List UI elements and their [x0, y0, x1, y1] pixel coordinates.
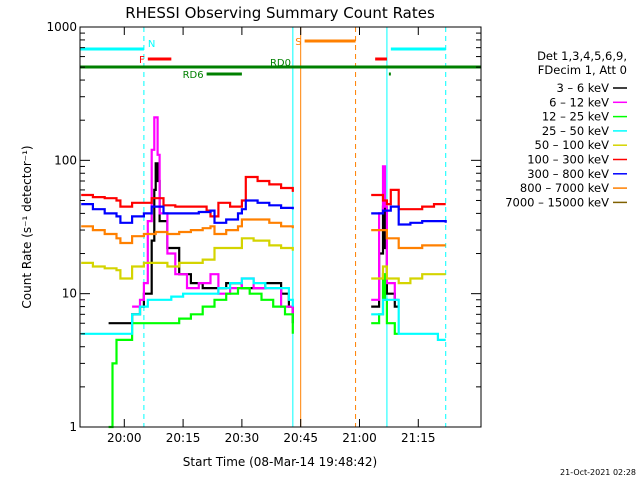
x-tick-label-20-00: 20:00: [107, 431, 142, 445]
axes: 20:00 20:15 20:30 20:45 21:00 21:15 1 10 100 1000: [46, 20, 481, 445]
flag-label-n: N: [148, 39, 155, 50]
plot-area: N S F RD0 RD6: [80, 27, 481, 429]
series-line-6-12-kev-1: [371, 165, 399, 301]
series-line-25-50-kev-1: [371, 298, 446, 341]
series-line-25-50-kev-0: [81, 277, 294, 335]
series-line-12-25-kev-1: [371, 273, 399, 335]
x-tick-label-20-15: 20:15: [166, 431, 201, 445]
series-line-300-800-kev-0: [81, 199, 294, 224]
legend-label-12-25-kev: 12 – 25 keV: [542, 110, 609, 124]
flag-label-rd6: RD6: [183, 70, 204, 81]
x-tick-label-21-15: 21:15: [401, 431, 436, 445]
legend-label-3-6-kev: 3 – 6 keV: [556, 81, 609, 95]
y-tick-label-1: 1: [69, 420, 77, 434]
series-line-50-100-kev-1: [371, 265, 446, 285]
flag-label-f: F: [139, 55, 145, 66]
legend-header-0: Det 1,3,4,5,6,9,: [537, 49, 627, 63]
legend-label-50-100-kev: 50 – 100 keV: [535, 138, 610, 152]
chart-title: RHESSI Observing Summary Count Rates: [125, 4, 435, 22]
y-tick-label-10: 10: [62, 287, 77, 301]
y-axis-label: Count Rate (s⁻¹ detector⁻¹): [20, 145, 34, 308]
series-line-12-25-kev-0: [108, 287, 294, 429]
plot-frame: [79, 26, 482, 428]
legend-header-1: FDecim 1, Att 0: [538, 63, 627, 77]
legend-label-100-300-kev: 100 – 300 keV: [527, 153, 609, 167]
flag-label-rd0: RD0: [270, 58, 291, 69]
series-line-800-7000-kev-1: [371, 229, 446, 250]
legend-label-800-7000-kev: 800 – 7000 keV: [520, 181, 609, 195]
series-line-100-300-kev-0: [81, 175, 294, 218]
flag-label-s: S: [295, 37, 301, 48]
x-tick-label-20-30: 20:30: [225, 431, 260, 445]
series-line-300-800-kev-1: [371, 205, 447, 226]
x-tick-label-20-45: 20:45: [283, 431, 318, 445]
series-line-800-7000-kev-0: [81, 218, 294, 245]
x-axis-label: Start Time (08-Mar-14 19:48:42): [183, 455, 377, 469]
generation-stamp: 21-Oct-2021 02:28: [560, 468, 636, 477]
legend-label-7000-15000-kev: 7000 – 15000 keV: [505, 195, 609, 209]
y-tick-label-1000: 1000: [46, 20, 77, 34]
legend-label-25-50-kev: 25 – 50 keV: [542, 124, 609, 138]
legend: Det 1,3,4,5,6,9,FDecim 1, Att 0 3 – 6 keV…: [505, 49, 627, 209]
series-line-50-100-kev-0: [81, 237, 294, 280]
legend-label-300-800-kev: 300 – 800 keV: [527, 167, 609, 181]
legend-label-6-12-kev: 6 – 12 keV: [549, 95, 609, 109]
x-tick-label-21-00: 21:00: [342, 431, 377, 445]
y-tick-label-100: 100: [54, 153, 77, 167]
series-line-100-300-kev-1: [371, 188, 446, 211]
